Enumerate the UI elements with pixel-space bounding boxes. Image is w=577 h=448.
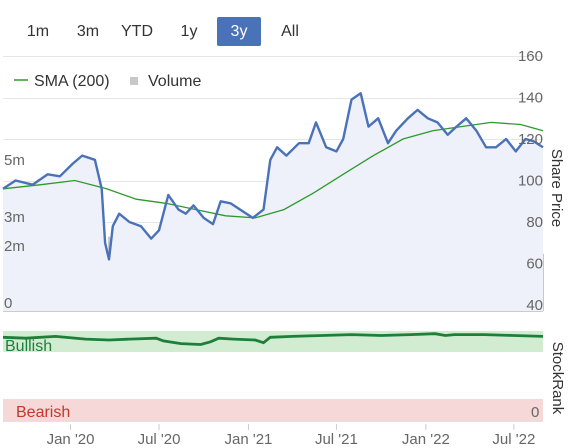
volume-tick-label: 2m bbox=[4, 238, 25, 255]
legend: SMA (200) Volume bbox=[14, 73, 201, 90]
stockrank-line[interactable] bbox=[2, 332, 544, 346]
price-tick-label: 120 bbox=[518, 131, 543, 148]
volume-tick-label: 3m bbox=[4, 209, 25, 226]
price-tick-label: 100 bbox=[518, 173, 543, 190]
bullish-label: Bullish bbox=[5, 338, 52, 355]
range-button-1y[interactable]: 1y bbox=[180, 23, 198, 40]
range-button-ytd[interactable]: YTD bbox=[121, 23, 153, 40]
range-button-1m[interactable]: 1m bbox=[26, 23, 50, 40]
price-tick-label: 140 bbox=[518, 90, 543, 107]
stockrank-panel: Bullish Bearish 0 StockRank bbox=[2, 331, 566, 422]
price-line[interactable] bbox=[2, 92, 544, 261]
share-price-axis-title: Share Price bbox=[548, 149, 565, 227]
legend-volume-marker bbox=[130, 77, 138, 85]
x-axis-label: Jul '21 bbox=[315, 431, 358, 448]
range-button-3y[interactable]: 3y bbox=[217, 17, 261, 46]
range-button-all[interactable]: All bbox=[281, 23, 299, 40]
range-button-3m[interactable]: 3m bbox=[76, 23, 100, 40]
price-tick-label: 60 bbox=[526, 256, 543, 273]
price-axis-ticks: 40 60 80 100 120 140 160 bbox=[518, 48, 543, 314]
stockrank-zero-label: 0 bbox=[531, 404, 539, 421]
x-axis-label: Jul '20 bbox=[138, 431, 181, 448]
x-axis-label: Jan '21 bbox=[225, 431, 273, 448]
x-axis-label: Jul '22 bbox=[492, 431, 535, 448]
bearish-label: Bearish bbox=[16, 404, 70, 421]
sma-line bbox=[2, 121, 544, 219]
stockrank-axis-title: StockRank bbox=[549, 342, 566, 415]
price-tick-label: 80 bbox=[526, 214, 543, 231]
legend-volume-label[interactable]: Volume bbox=[148, 73, 201, 90]
legend-sma-label[interactable]: SMA (200) bbox=[34, 73, 110, 90]
bullish-band bbox=[3, 331, 543, 352]
bearish-band bbox=[3, 399, 543, 421]
price-area bbox=[3, 93, 543, 311]
price-tick-label: 40 bbox=[526, 297, 543, 314]
x-axis-label: Jan '22 bbox=[402, 431, 450, 448]
x-axis: Jan '20 Jul '20 Jan '21 Jul '21 Jan '22 Jul '… bbox=[47, 424, 535, 448]
volume-tick-label: 0 bbox=[4, 295, 12, 312]
price-tick-label: 160 bbox=[518, 48, 543, 65]
volume-tick-label: 5m bbox=[4, 152, 25, 169]
volume-axis-ticks: 0 2m 3m 5m bbox=[4, 152, 25, 312]
x-axis-label: Jan '20 bbox=[47, 431, 95, 448]
